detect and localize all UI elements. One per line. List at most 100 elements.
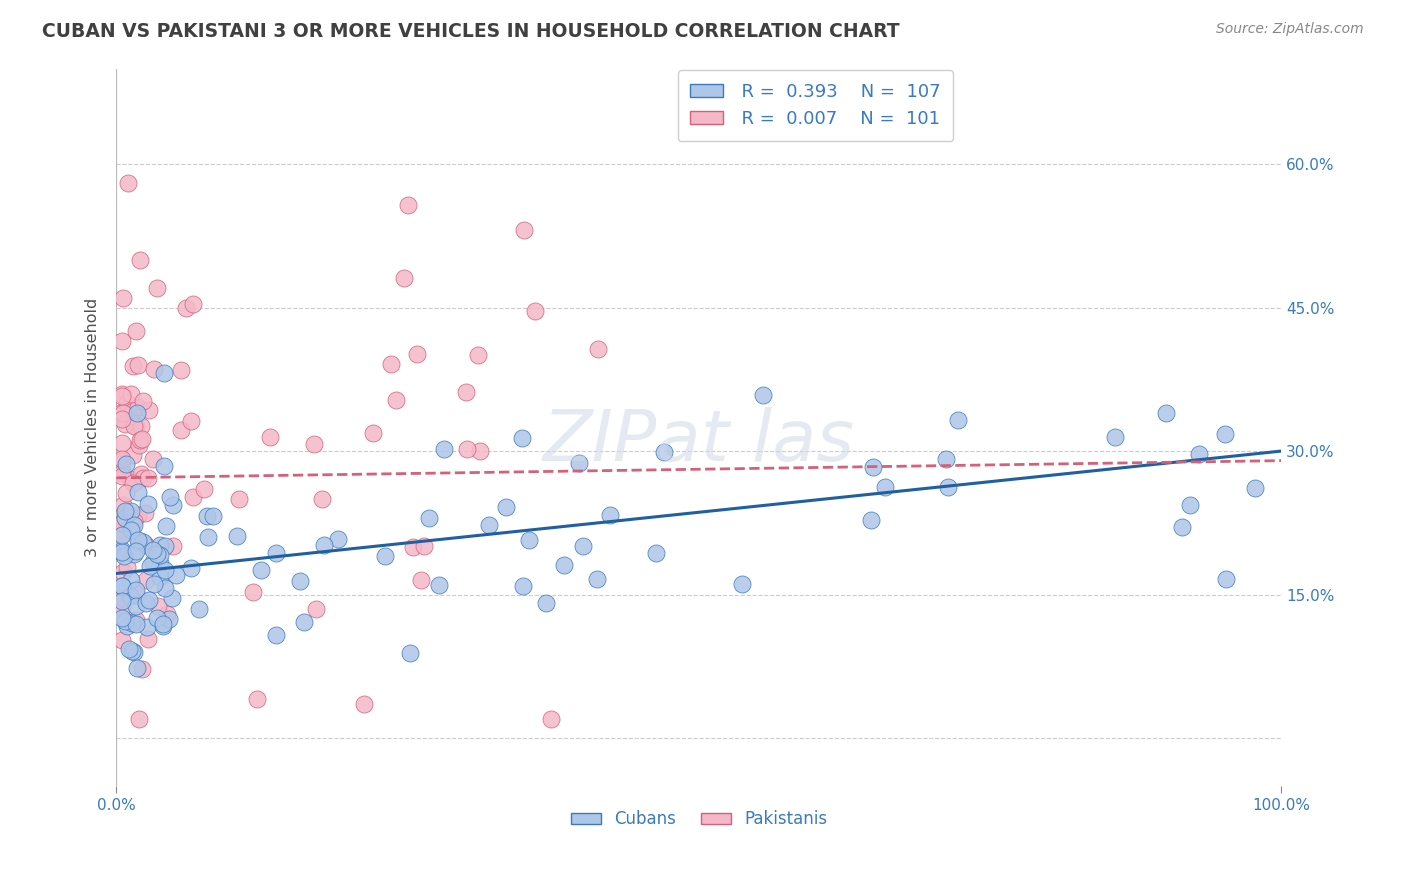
Point [142, 542, 165, 557]
Point [114, 505, 136, 519]
Point [153, 366, 176, 380]
Point [513, 223, 536, 237]
Point [1188, 447, 1211, 461]
Point [165, 567, 187, 582]
Point [111, 467, 134, 481]
Point [599, 508, 621, 523]
Point [517, 533, 540, 547]
Point [311, 492, 333, 507]
Point [468, 444, 491, 458]
Point [111, 404, 134, 418]
Point [374, 549, 396, 564]
Point [146, 281, 169, 295]
Point [127, 533, 149, 547]
Point [149, 569, 172, 583]
Text: ZIPat las: ZIPat las [543, 407, 855, 476]
Point [409, 573, 432, 587]
Point [127, 400, 149, 414]
Point [146, 610, 169, 624]
Point [111, 436, 134, 450]
Point [128, 712, 150, 726]
Point [157, 612, 180, 626]
Point [242, 585, 264, 599]
Point [125, 661, 148, 675]
Point [153, 539, 176, 553]
Point [510, 431, 533, 445]
Point [180, 561, 202, 575]
Point [1171, 519, 1194, 533]
Point [524, 303, 547, 318]
Point [111, 412, 134, 426]
Point [1154, 406, 1177, 420]
Point [142, 555, 165, 569]
Point [935, 452, 957, 467]
Point [181, 490, 204, 504]
Point [120, 387, 142, 401]
Point [314, 538, 336, 552]
Point [132, 393, 155, 408]
Point [111, 565, 134, 579]
Point [112, 409, 135, 423]
Point [111, 543, 134, 558]
Point [197, 530, 219, 544]
Point [114, 504, 136, 518]
Point [134, 537, 156, 551]
Point [399, 647, 422, 661]
Point [111, 633, 134, 648]
Point [152, 458, 174, 473]
Point [433, 442, 456, 456]
Point [145, 548, 167, 562]
Point [948, 413, 970, 427]
Point [586, 573, 609, 587]
Point [148, 599, 170, 614]
Point [115, 458, 138, 472]
Point [225, 529, 247, 543]
Point [353, 697, 375, 711]
Point [392, 271, 415, 285]
Y-axis label: 3 or more Vehicles in Household: 3 or more Vehicles in Household [86, 298, 100, 557]
Point [125, 587, 148, 601]
Point [111, 334, 134, 349]
Point [143, 362, 166, 376]
Point [862, 459, 884, 474]
Point [115, 559, 138, 574]
Point [195, 508, 218, 523]
Point [128, 433, 150, 447]
Point [127, 484, 149, 499]
Point [149, 556, 172, 570]
Point [572, 539, 595, 553]
Point [131, 470, 153, 484]
Point [148, 538, 170, 552]
Point [534, 596, 557, 610]
Point [135, 573, 157, 587]
Point [160, 591, 183, 605]
Point [111, 389, 134, 403]
Point [114, 417, 136, 431]
Point [112, 498, 135, 512]
Point [302, 436, 325, 450]
Point [120, 574, 142, 588]
Point [128, 438, 150, 452]
Point [454, 385, 477, 400]
Point [135, 620, 157, 634]
Point [111, 468, 134, 483]
Point [111, 578, 134, 592]
Point [264, 628, 287, 642]
Point [138, 497, 160, 511]
Point [117, 396, 139, 410]
Point [121, 615, 143, 630]
Text: Source: ZipAtlas.com: Source: ZipAtlas.com [1216, 22, 1364, 37]
Point [122, 514, 145, 528]
Point [380, 357, 402, 371]
Point [117, 402, 139, 417]
Point [326, 532, 349, 546]
Point [152, 617, 174, 632]
Point [118, 472, 141, 486]
Point [111, 546, 134, 560]
Point [121, 403, 143, 417]
Point [170, 423, 193, 437]
Point [181, 297, 204, 311]
Point [873, 480, 896, 494]
Point [427, 578, 450, 592]
Point [169, 363, 191, 377]
